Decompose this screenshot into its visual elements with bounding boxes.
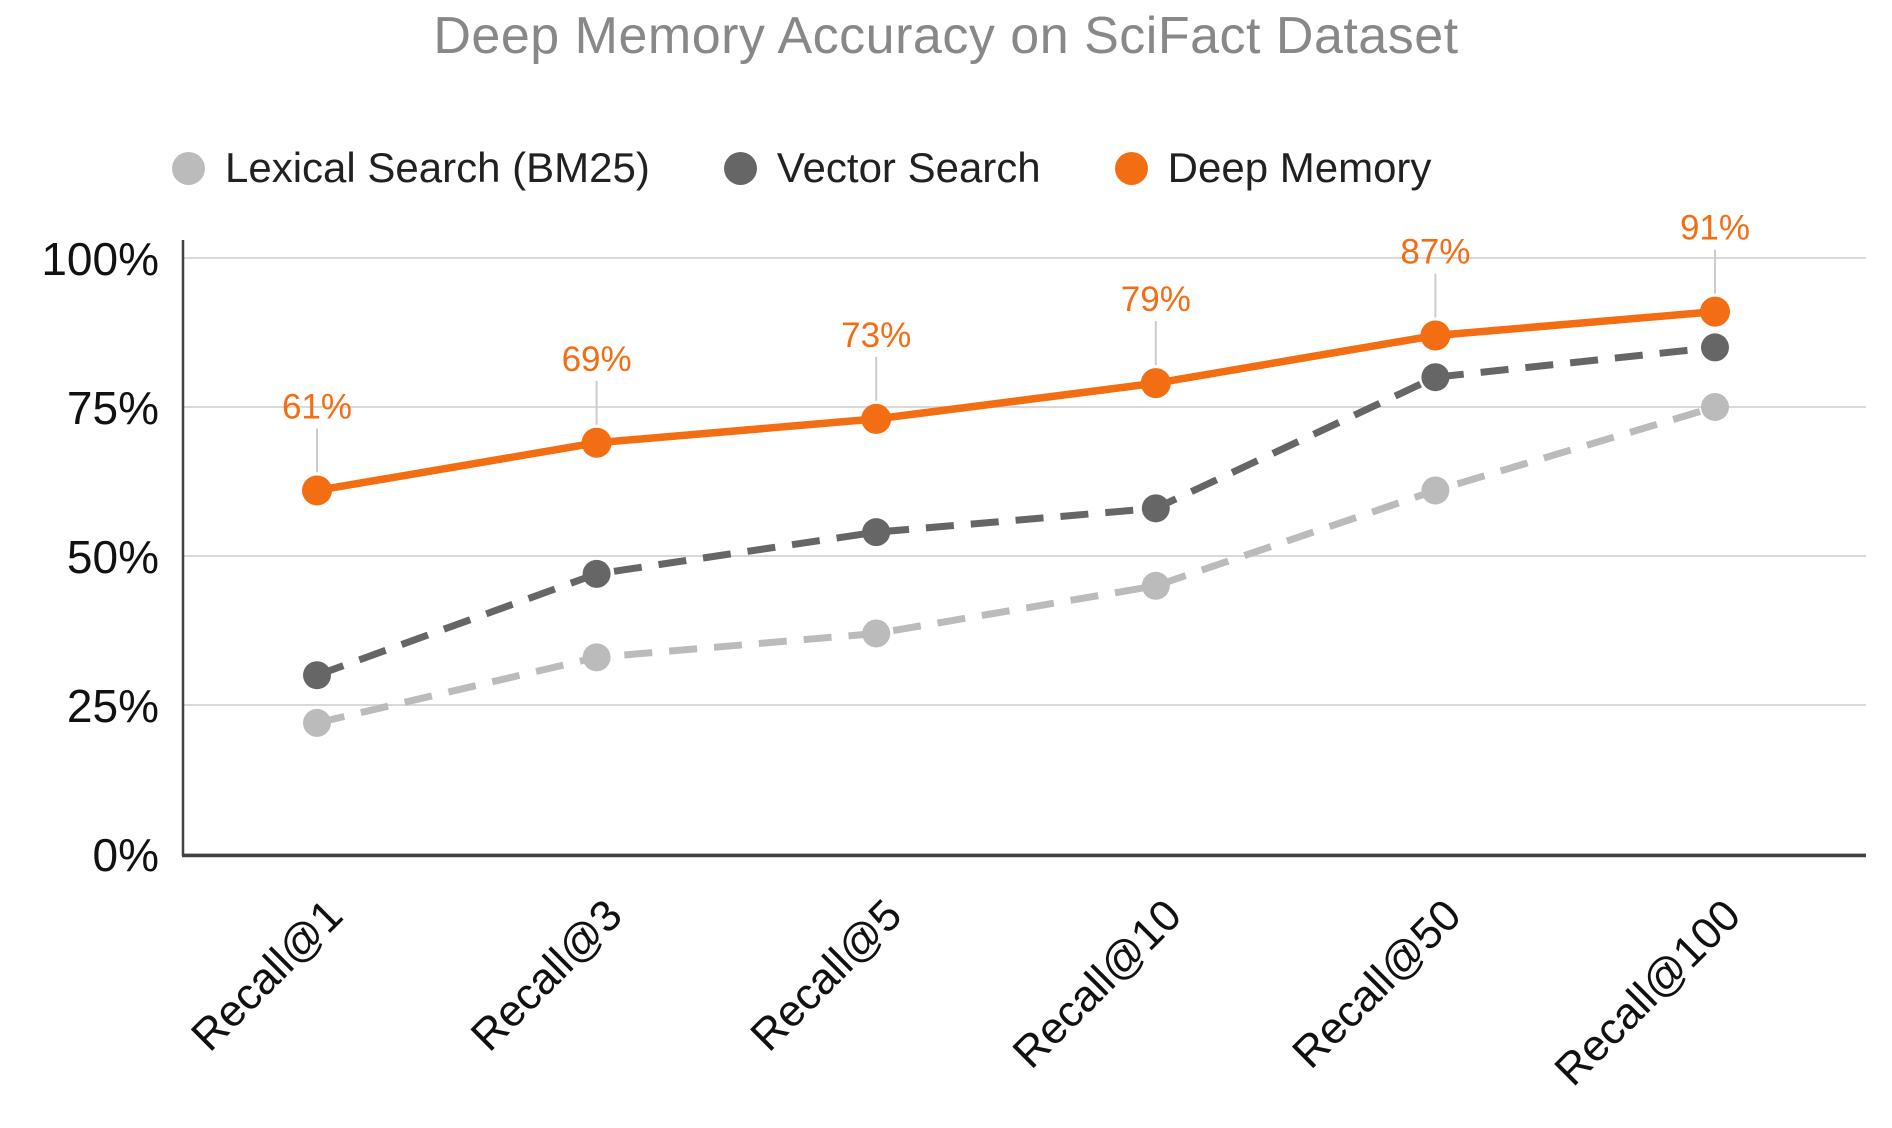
data-point [1701, 393, 1729, 421]
data-point [1420, 320, 1451, 351]
legend-marker-icon [1114, 151, 1148, 185]
legend-item-lexical-search: Lexical Search (BM25) [172, 144, 650, 192]
legend-item-vector-search: Vector Search [723, 144, 1041, 192]
data-label: 91% [1680, 209, 1750, 248]
data-point [862, 619, 891, 648]
data-point [581, 427, 612, 458]
data-point [303, 661, 331, 690]
chart-title: Deep Memory Accuracy on SciFact Dataset [433, 7, 1459, 65]
legend-marker-icon [723, 151, 757, 185]
x-tick-label: Recall@5 [741, 890, 911, 1060]
series-line-1 [315, 343, 1716, 679]
data-point [303, 708, 331, 737]
data-point [582, 643, 611, 672]
data-point [1141, 494, 1170, 523]
legend-label: Vector Search [776, 144, 1041, 191]
data-point [1700, 296, 1730, 327]
data-label: 73% [841, 316, 911, 355]
data-point [582, 559, 611, 588]
data-point [1421, 363, 1450, 392]
x-tick-label: Recall@3 [462, 890, 632, 1060]
data-point [1421, 476, 1450, 505]
y-tick-label: 100% [41, 233, 159, 285]
data-point [1701, 333, 1729, 362]
data-label: 87% [1400, 232, 1470, 271]
y-tick-label: 25% [67, 680, 159, 732]
data-point [861, 403, 892, 434]
series-line-0 [316, 403, 1717, 727]
x-tick-label: Recall@100 [1545, 890, 1750, 1095]
y-tick-label: 75% [67, 382, 159, 434]
data-point [302, 475, 332, 506]
data-label: 69% [562, 340, 632, 379]
data-point [862, 518, 891, 547]
series-line-2 [316, 307, 1716, 495]
legend: Lexical Search (BM25) Vector Search Deep… [172, 144, 1431, 192]
data-point [1141, 571, 1170, 600]
y-tick-label: 50% [67, 531, 159, 583]
data-label: 61% [282, 387, 352, 426]
y-tick-label: 0% [93, 829, 159, 881]
data-point [1140, 368, 1171, 399]
data-label: 79% [1121, 280, 1191, 319]
legend-marker-icon [172, 151, 205, 185]
legend-label: Lexical Search (BM25) [225, 144, 650, 191]
legend-item-deep-memory: Deep Memory [1114, 144, 1432, 192]
legend-label: Deep Memory [1167, 144, 1432, 191]
x-tick-label: Recall@1 [182, 890, 352, 1060]
x-tick-label: Recall@50 [1283, 890, 1470, 1077]
x-tick-label: Recall@10 [1004, 890, 1191, 1077]
